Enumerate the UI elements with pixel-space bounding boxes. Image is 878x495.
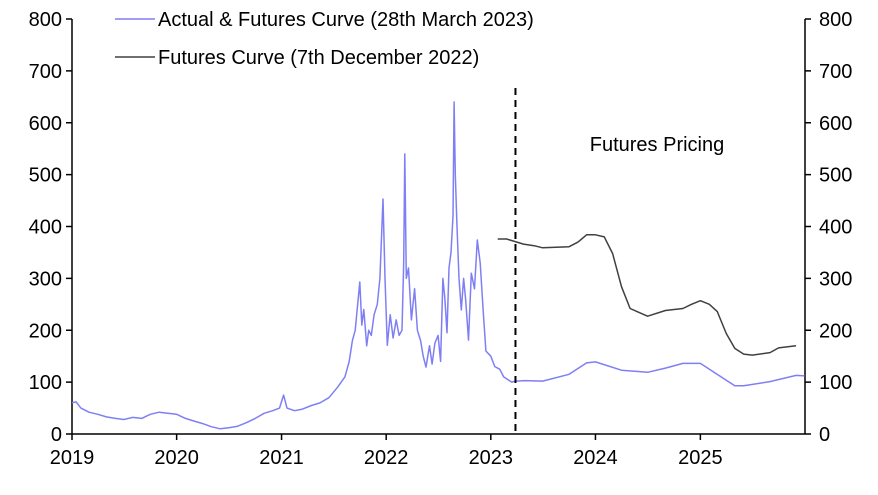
y-tick-label-left: 700 — [29, 61, 62, 83]
y-tick-label-right: 700 — [819, 61, 852, 83]
y-tick-label-right: 400 — [819, 217, 852, 239]
x-tick-label: 2021 — [259, 447, 304, 469]
series-line-1 — [497, 234, 797, 356]
axes: 0 100 200 300 400 500 600 700 800 0 100 200 300 400 50… — [29, 9, 853, 469]
y-tick-label-right: 100 — [819, 372, 852, 394]
y-tick-label-right: 800 — [819, 9, 852, 31]
y-tick-label-left: 400 — [29, 217, 62, 239]
y-tick-label-left: 500 — [29, 165, 62, 187]
x-tick-label: 2019 — [50, 447, 95, 469]
x-tick-label: 2024 — [573, 447, 618, 469]
y-tick-label-left: 0 — [51, 424, 62, 446]
x-tick-label: 2023 — [469, 447, 514, 469]
legend-label-futures: Futures Curve (7th December 2022) — [158, 47, 479, 69]
y-tick-label-left: 300 — [29, 268, 62, 290]
y-tick-label-right: 300 — [819, 268, 852, 290]
y-tick-label-right: 0 — [819, 424, 830, 446]
x-tick-label: 2020 — [154, 447, 199, 469]
y-tick-label-left: 100 — [29, 372, 62, 394]
y-tick-label-left: 200 — [29, 320, 62, 342]
y-tick-label-left: 600 — [29, 113, 62, 135]
legend: Actual & Futures Curve (28th March 2023)… — [115, 9, 534, 69]
y-tick-label-right: 500 — [819, 165, 852, 187]
series-line-0 — [71, 101, 805, 430]
y-tick-label-right: 600 — [819, 113, 852, 135]
annotation-futures-pricing: Futures Pricing — [590, 134, 725, 156]
y-tick-label-right: 200 — [819, 320, 852, 342]
x-tick-label: 2022 — [364, 447, 409, 469]
legend-label-actual: Actual & Futures Curve (28th March 2023) — [158, 9, 534, 31]
series-lines — [71, 87, 805, 434]
y-tick-label-left: 800 — [29, 9, 62, 31]
x-tick-label: 2025 — [678, 447, 723, 469]
